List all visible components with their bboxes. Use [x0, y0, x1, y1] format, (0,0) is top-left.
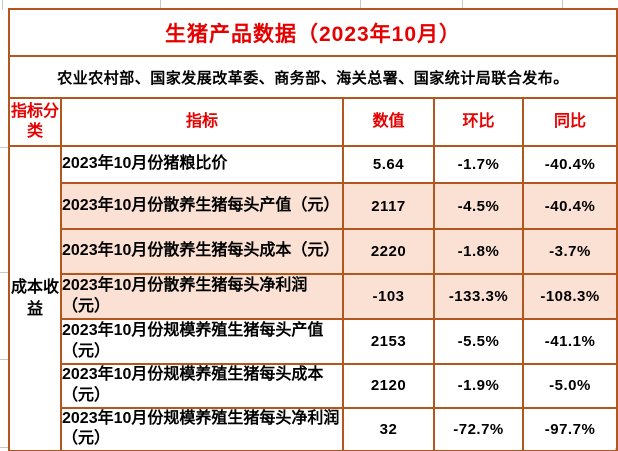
page-title: 生猪产品数据（2023年10月） — [7, 8, 618, 57]
yoy-cell: -5.0% — [521, 363, 618, 409]
mom-cell: -1.8% — [433, 228, 524, 275]
indicator-cell: 2023年10月份规模养殖生猪每头净利润（元） — [60, 406, 344, 451]
table-row: 2023年10月份规模养殖生猪每头成本（元） 2120 -1.9% -5.0% — [9, 363, 618, 409]
column-header-yoy: 同比 — [521, 97, 618, 147]
value-cell: 2153 — [342, 318, 435, 365]
mom-cell: -133.3% — [433, 273, 524, 320]
header-row: 指标分类 指标 数值 环比 同比 — [8, 97, 618, 147]
yoy-cell: -40.4% — [521, 182, 618, 230]
gridline-stub — [0, 147, 8, 148]
category-cell: 成本收益 — [8, 144, 62, 451]
yoy-cell: -40.4% — [521, 145, 618, 184]
value-cell: 2117 — [342, 182, 435, 230]
indicator-cell: 2023年10月份散养生猪每头成本（元） — [60, 228, 344, 275]
yoy-cell: -97.7% — [521, 406, 618, 451]
gridline-stub — [462, 0, 463, 8]
yoy-cell: -108.3% — [521, 273, 618, 320]
publisher-subtitle: 农业农村部、国家发展改革委、商务部、海关总署、国家统计局联合发布。 — [7, 55, 618, 99]
mom-cell: -5.5% — [433, 318, 524, 365]
column-header-category: 指标分类 — [8, 97, 62, 147]
value-cell: 2220 — [342, 228, 435, 275]
table-row: 2023年10月份散养生猪每头产值（元） 2117 -4.5% -40.4% — [9, 182, 618, 230]
value-cell: 2120 — [342, 363, 435, 409]
mom-cell: -72.7% — [433, 406, 524, 451]
mom-cell: -4.5% — [433, 182, 524, 230]
gridline-stub — [2, 0, 3, 10]
gridline-stub — [0, 359, 8, 360]
gridline-stub — [0, 447, 8, 448]
gridline-stub — [0, 272, 8, 273]
yoy-cell: -3.7% — [521, 228, 618, 275]
column-header-indicator: 指标 — [60, 97, 344, 147]
gridline-stub — [160, 0, 161, 8]
indicator-cell: 2023年10月份猪粮比价 — [60, 145, 344, 184]
mom-cell: -1.7% — [433, 145, 524, 184]
table-row: 2023年10月份散养生猪每头净利润（元） -103 -133.3% -108.… — [9, 273, 618, 320]
indicator-cell: 2023年10月份规模养殖生猪每头产值（元） — [60, 318, 344, 365]
value-cell: 32 — [342, 406, 435, 451]
gridline-stub — [562, 0, 563, 8]
yoy-cell: -41.1% — [521, 318, 618, 365]
subtitle-row: 农业农村部、国家发展改革委、商务部、海关总署、国家统计局联合发布。 — [7, 55, 618, 99]
table-row: 2023年10月份规模养殖生猪每头净利润（元） 32 -72.7% -97.7% — [9, 406, 618, 451]
value-cell: 5.64 — [342, 145, 435, 184]
column-header-value: 数值 — [342, 97, 435, 147]
column-header-mom: 环比 — [433, 97, 524, 147]
table-row: 2023年10月份散养生猪每头成本（元） 2220 -1.8% -3.7% — [9, 228, 618, 275]
table-row: 2023年10月份规模养殖生猪每头产值（元） 2153 -5.5% -41.1% — [9, 318, 618, 365]
value-cell: -103 — [342, 273, 435, 320]
gridline-stub — [360, 0, 361, 8]
pig-product-data-table: 生猪产品数据（2023年10月） 农业农村部、国家发展改革委、商务部、海关总署、… — [7, 8, 618, 451]
title-row: 生猪产品数据（2023年10月） — [7, 8, 618, 57]
indicator-cell: 2023年10月份规模养殖生猪每头成本（元） — [60, 363, 344, 409]
indicator-cell: 2023年10月份散养生猪每头净利润（元） — [60, 273, 344, 320]
table-row: 成本收益 2023年10月份猪粮比价 5.64 -1.7% -40.4% — [8, 144, 618, 451]
mom-cell: -1.9% — [433, 363, 524, 409]
indicator-cell: 2023年10月份散养生猪每头产值（元） — [60, 182, 344, 230]
